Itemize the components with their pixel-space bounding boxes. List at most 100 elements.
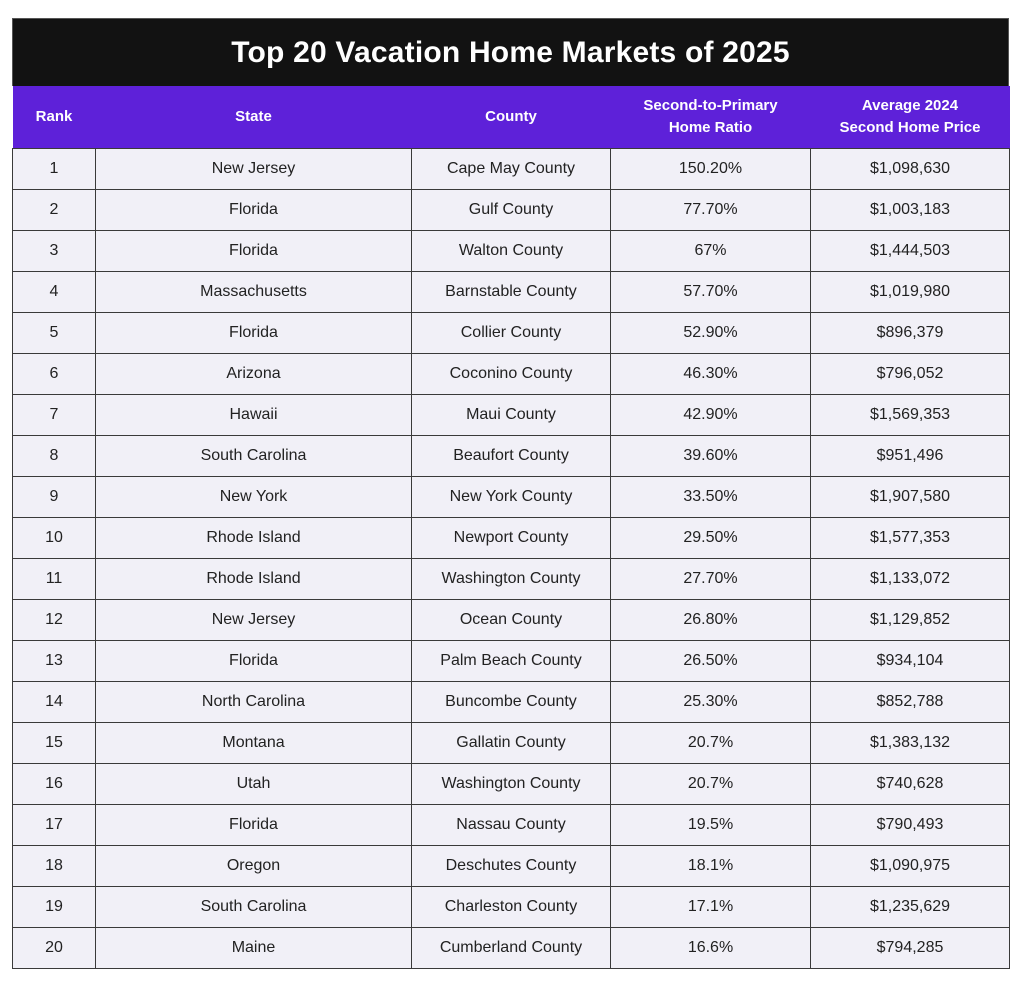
cell-price: $934,104 (810, 640, 1010, 682)
cell-rank: 6 (12, 353, 96, 395)
cell-price: $1,098,630 (810, 148, 1010, 190)
cell-state: Maine (95, 927, 412, 969)
cell-ratio: 20.7% (610, 763, 811, 805)
cell-price: $1,129,852 (810, 599, 1010, 641)
cell-ratio: 17.1% (610, 886, 811, 928)
cell-state: Rhode Island (95, 558, 412, 600)
cell-ratio: 57.70% (610, 271, 811, 313)
table-row: 6 Arizona Coconino County 46.30% $796,052 (12, 353, 1010, 395)
table-row: 12 New Jersey Ocean County 26.80% $1,129,852 (12, 599, 1010, 641)
cell-price: $896,379 (810, 312, 1010, 354)
cell-ratio: 20.7% (610, 722, 811, 764)
cell-price: $1,383,132 (810, 722, 1010, 764)
cell-county: Charleston County (411, 886, 611, 928)
cell-price: $1,090,975 (810, 845, 1010, 887)
cell-rank: 9 (12, 476, 96, 518)
cell-county: Coconino County (411, 353, 611, 395)
cell-rank: 3 (12, 230, 96, 272)
table-row: 3 Florida Walton County 67% $1,444,503 (12, 230, 1010, 272)
table-row: 13 Florida Palm Beach County 26.50% $934,104 (12, 640, 1010, 682)
cell-price: $1,235,629 (810, 886, 1010, 928)
cell-state: South Carolina (95, 435, 412, 477)
cell-ratio: 77.70% (610, 189, 811, 231)
cell-rank: 15 (12, 722, 96, 764)
title-bar: Top 20 Vacation Home Markets of 2025 (12, 18, 1009, 86)
cell-county: Nassau County (411, 804, 611, 846)
cell-ratio: 150.20% (610, 148, 811, 190)
cell-ratio: 42.90% (610, 394, 811, 436)
table-row: 7 Hawaii Maui County 42.90% $1,569,353 (12, 394, 1010, 436)
cell-state: Massachusetts (95, 271, 412, 313)
cell-ratio: 19.5% (610, 804, 811, 846)
cell-state: North Carolina (95, 681, 412, 723)
cell-price: $740,628 (810, 763, 1010, 805)
cell-county: Gulf County (411, 189, 611, 231)
header-ratio-line1: Second-to-Primary (643, 97, 778, 114)
cell-county: Ocean County (411, 599, 611, 641)
cell-rank: 8 (12, 435, 96, 477)
cell-county: Collier County (411, 312, 611, 354)
cell-state: New Jersey (95, 148, 412, 190)
cell-price: $1,003,183 (810, 189, 1010, 231)
cell-ratio: 26.50% (610, 640, 811, 682)
header-price-line1: Average 2024 (861, 97, 959, 114)
cell-state: Florida (95, 230, 412, 272)
cell-rank: 19 (12, 886, 96, 928)
cell-county: Maui County (411, 394, 611, 436)
cell-price: $852,788 (810, 681, 1010, 723)
table-row: 10 Rhode Island Newport County 29.50% $1,577… (12, 517, 1010, 559)
table-row: 15 Montana Gallatin County 20.7% $1,383,132 (12, 722, 1010, 764)
cell-rank: 5 (12, 312, 96, 354)
cell-ratio: 29.50% (610, 517, 811, 559)
table-row: 14 North Carolina Buncombe County 25.30% $85… (12, 681, 1010, 723)
cell-state: Hawaii (95, 394, 412, 436)
cell-price: $1,907,580 (810, 476, 1010, 518)
cell-rank: 14 (12, 681, 96, 723)
cell-state: Oregon (95, 845, 412, 887)
cell-ratio: 39.60% (610, 435, 811, 477)
cell-ratio: 26.80% (610, 599, 811, 641)
cell-county: Walton County (411, 230, 611, 272)
cell-price: $796,052 (810, 353, 1010, 395)
cell-state: Montana (95, 722, 412, 764)
cell-county: Palm Beach County (411, 640, 611, 682)
table-row: 19 South Carolina Charleston County 17.1% $1… (12, 886, 1010, 928)
table-row: 1 New Jersey Cape May County 150.20% $1,098,… (12, 148, 1010, 190)
cell-price: $794,285 (810, 927, 1010, 969)
cell-state: Rhode Island (95, 517, 412, 559)
cell-rank: 12 (12, 599, 96, 641)
cell-price: $951,496 (810, 435, 1010, 477)
cell-rank: 7 (12, 394, 96, 436)
cell-county: Washington County (411, 558, 611, 600)
cell-price: $1,444,503 (810, 230, 1010, 272)
cell-rank: 10 (12, 517, 96, 559)
table-row: 8 South Carolina Beaufort County 39.60% $951… (12, 435, 1010, 477)
cell-ratio: 33.50% (610, 476, 811, 518)
cell-ratio: 46.30% (610, 353, 811, 395)
cell-rank: 20 (12, 927, 96, 969)
header-price: Average 2024 Second Home Price (810, 86, 1010, 149)
cell-state: Arizona (95, 353, 412, 395)
cell-ratio: 52.90% (610, 312, 811, 354)
table-title: Top 20 Vacation Home Markets of 2025 (231, 35, 790, 69)
cell-rank: 18 (12, 845, 96, 887)
cell-rank: 17 (12, 804, 96, 846)
header-state: State (95, 86, 412, 149)
cell-rank: 11 (12, 558, 96, 600)
header-ratio: Second-to-Primary Home Ratio (610, 86, 811, 149)
table-row: 20 Maine Cumberland County 16.6% $794,285 (12, 927, 1010, 969)
cell-rank: 2 (12, 189, 96, 231)
cell-state: New York (95, 476, 412, 518)
header-row: Rank State County Second-to-Primary Home… (12, 86, 1010, 149)
table-row: 17 Florida Nassau County 19.5% $790,493 (12, 804, 1010, 846)
table-row: 5 Florida Collier County 52.90% $896,379 (12, 312, 1010, 354)
header-rank: Rank (12, 86, 96, 149)
cell-ratio: 18.1% (610, 845, 811, 887)
cell-rank: 13 (12, 640, 96, 682)
table-row: 11 Rhode Island Washington County 27.70% $1,… (12, 558, 1010, 600)
header-price-line2: Second Home Price (839, 119, 981, 136)
cell-county: Barnstable County (411, 271, 611, 313)
cell-county: Buncombe County (411, 681, 611, 723)
cell-county: New York County (411, 476, 611, 518)
cell-state: New Jersey (95, 599, 412, 641)
